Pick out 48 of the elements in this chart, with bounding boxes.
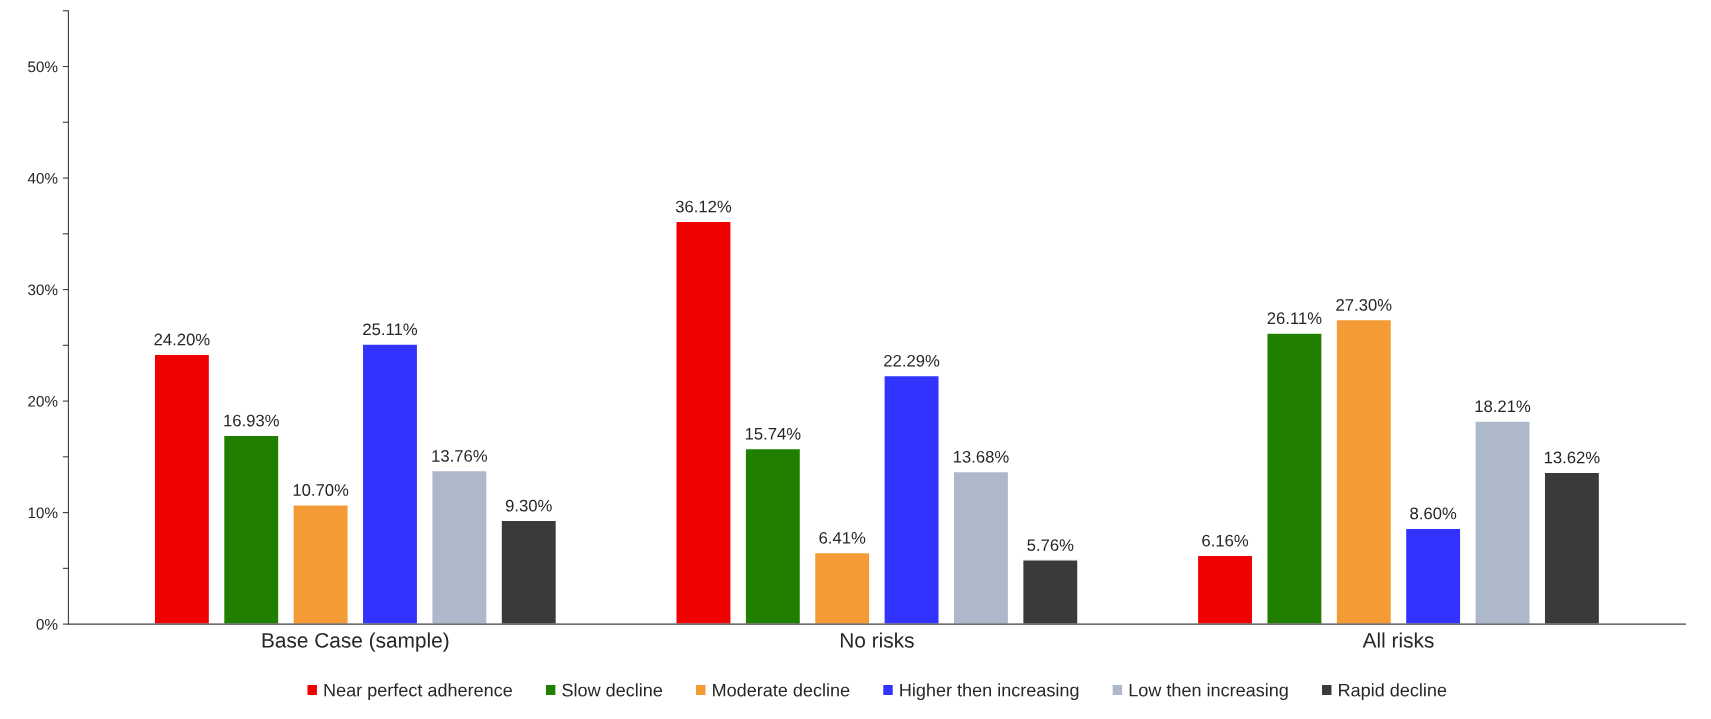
x-tick-label: No risks xyxy=(840,632,914,648)
y-tick-label: 0% xyxy=(36,618,58,630)
data-label: 18.21% xyxy=(1475,400,1531,413)
data-label: 15.74% xyxy=(745,428,801,440)
legend-label: Moderate decline xyxy=(713,683,850,697)
bar xyxy=(952,470,1010,625)
legend-label: Rapid decline xyxy=(1339,683,1447,701)
data-label: 9.30% xyxy=(505,499,552,512)
bar xyxy=(813,551,871,625)
bar xyxy=(292,504,349,625)
data-label: 10.70% xyxy=(293,484,349,496)
data-label: 27.30% xyxy=(1336,299,1392,311)
bar xyxy=(744,447,802,625)
bar xyxy=(675,220,732,625)
data-label: 6.16% xyxy=(1202,534,1249,547)
bar xyxy=(1266,332,1323,625)
bar xyxy=(431,469,488,625)
data-label: 6.41% xyxy=(819,531,866,544)
x-tick-label: All risks xyxy=(1362,632,1434,648)
bar xyxy=(222,434,280,625)
bar xyxy=(883,374,940,625)
y-tick-label: 40% xyxy=(27,172,58,184)
bar xyxy=(361,343,419,625)
y-tick-label: 30% xyxy=(28,284,58,296)
bar xyxy=(1196,554,1254,625)
data-label: 36.12% xyxy=(675,200,732,213)
data-label: 13.76% xyxy=(432,450,488,462)
bar xyxy=(1335,318,1393,625)
data-label: 13.62% xyxy=(1544,451,1600,464)
legend-label: Higher then increasing xyxy=(900,683,1079,701)
bar xyxy=(1474,420,1531,625)
bar xyxy=(1404,527,1462,625)
data-label: 13.68% xyxy=(953,450,1009,463)
data-label: 22.29% xyxy=(884,354,940,367)
legend-label: Low then increasing xyxy=(1129,683,1288,701)
x-tick-label: Base Case (sample) xyxy=(262,632,449,652)
legend-label: Slow decline xyxy=(562,683,663,697)
data-label: 16.93% xyxy=(224,414,279,427)
data-label: 5.76% xyxy=(1027,539,1074,552)
y-tick-label: 50% xyxy=(28,61,58,73)
data-label: 24.20% xyxy=(154,333,210,346)
data-label: 8.60% xyxy=(1410,507,1457,520)
y-tick-label: 10% xyxy=(28,507,58,519)
bar xyxy=(153,353,211,625)
data-label: 25.11% xyxy=(363,323,418,336)
data-label: 26.11% xyxy=(1267,312,1322,325)
legend-label: Near perfect adherence xyxy=(324,683,512,701)
y-tick-label: 20% xyxy=(28,395,58,407)
